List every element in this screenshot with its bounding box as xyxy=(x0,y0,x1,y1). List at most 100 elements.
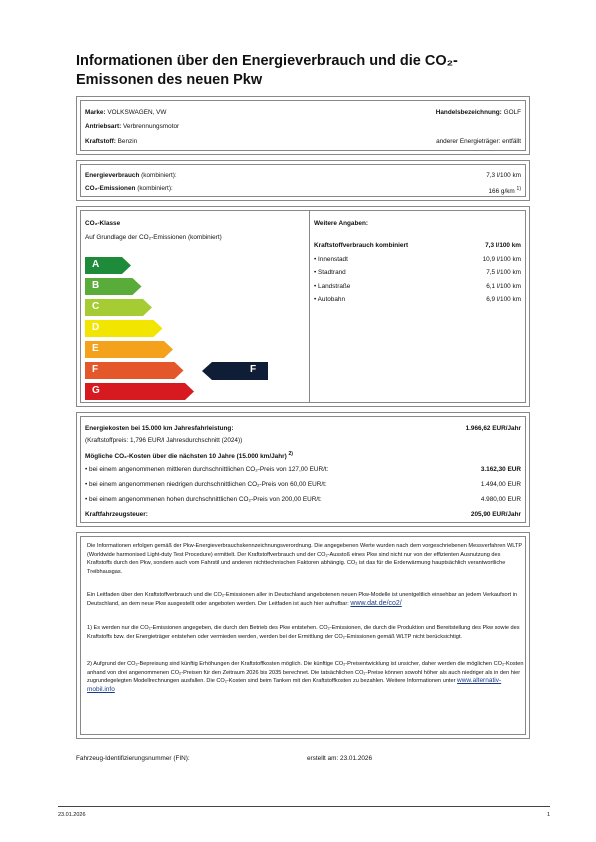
consumption-inner: Energieverbrauch (kombiniert): 7,3 l/100… xyxy=(80,164,526,197)
city-value: 10,9 l/100 km xyxy=(482,256,521,263)
efficiency-bar-e: E xyxy=(85,341,173,358)
highway-value: 6,9 l/100 km xyxy=(486,296,521,303)
dat-link[interactable]: www.dat.de/co2/ xyxy=(350,599,402,607)
co2-emissions-value: 166 g/km xyxy=(488,188,515,196)
co2-costs-low-value: 1.494,00 EUR xyxy=(480,481,521,488)
notes-paragraph-2-text: Ein Leitfaden über den Kraftstoffverbrau… xyxy=(87,592,517,607)
efficiency-bar-shape xyxy=(85,299,152,316)
consumption-box: Energieverbrauch (kombiniert): 7,3 l/100… xyxy=(76,160,530,201)
energy-consumption-value: 7,3 l/100 km xyxy=(486,172,521,179)
energy-consumption-suffix: (kombiniert): xyxy=(141,172,177,179)
co2-costs-mid-value: 3.162,30 EUR xyxy=(480,466,521,473)
efficiency-bar-c: C xyxy=(85,299,152,316)
co2-footnote-ref: 1) xyxy=(516,186,521,192)
co2-emissions-suffix: (kombiniert): xyxy=(137,185,173,192)
co2-costs-label: Mögliche CO₂-Kosten über die nächsten 10… xyxy=(85,453,287,461)
trade-name-label: Handelsbezeichnung: xyxy=(435,109,502,116)
energy-consumption-row: Energieverbrauch (kombiniert): xyxy=(85,172,177,180)
brand-row: Marke: VOLKSWAGEN, VW xyxy=(85,109,166,117)
co2-emissions-label: CO₂-Emissionen xyxy=(85,185,136,192)
energy-costs-value: 1.966,62 EUR/Jahr xyxy=(465,425,521,432)
efficiency-bar-shape xyxy=(85,278,142,295)
fuel-label: Kraftstoff: xyxy=(85,138,116,145)
co2-costs-low-label: • bei einem angenommenen niedrigen durch… xyxy=(85,481,327,488)
other-energy-row: anderer Energieträger: entfällt xyxy=(436,138,521,146)
page-title: Informationen über den Energieverbrauch … xyxy=(76,53,458,88)
trade-name-value: GOLF xyxy=(503,109,521,116)
current-class-arrow xyxy=(202,361,268,380)
highway-label: • Autobahn xyxy=(314,296,346,303)
rural-value: 6,1 l/100 km xyxy=(486,283,521,290)
efficiency-bar-letter: F xyxy=(92,364,99,375)
brand-label: Marke: xyxy=(85,109,106,116)
drive-value: Verbrennungsmotor xyxy=(123,123,180,130)
efficiency-bar-letter: E xyxy=(92,343,99,354)
combined-consumption-label: Kraftstoffverbrauch kombiniert xyxy=(314,242,409,249)
costs-box: Energiekosten bei 15.000 km Jahresfahrle… xyxy=(76,412,530,527)
co2-class-heading: CO₂-Klasse xyxy=(85,220,121,227)
footer-date: 23.01.2026 xyxy=(58,812,86,818)
current-class-letter: F xyxy=(250,363,257,375)
notes-inner: Die Informationen erfolgen gemäß der Pkw… xyxy=(80,536,526,735)
footer-rule xyxy=(58,806,550,807)
efficiency-bar-a: A xyxy=(85,257,131,274)
efficiency-bar-shape xyxy=(85,362,184,379)
vehicle-info-inner: Marke: VOLKSWAGEN, VW Handelsbezeichnung… xyxy=(80,100,526,151)
efficiency-bar-letter: D xyxy=(92,322,100,333)
fuel-value: Benzin xyxy=(117,138,138,145)
notes-paragraph-4-text: 2) Aufgrund der CO₂-Bepreisung sind künf… xyxy=(87,661,524,685)
co2-class-box: CO₂-Klasse Auf Grundlage der CO₂-Emissio… xyxy=(76,206,530,407)
suburban-value: 7,5 l/100 km xyxy=(486,269,521,276)
co2-emissions-row: CO₂-Emissionen (kombiniert): xyxy=(85,185,173,193)
current-class-indicator: F xyxy=(202,361,268,380)
efficiency-bar-letter: C xyxy=(92,301,100,312)
other-energy-label: anderer Energieträger: xyxy=(436,138,501,145)
drive-label: Antriebsart: xyxy=(85,123,122,130)
box-divider xyxy=(309,211,310,402)
co2-emissions-value-row: 166 g/km 1) xyxy=(488,185,521,196)
notes-box: Die Informationen erfolgen gemäß der Pkw… xyxy=(76,532,530,739)
further-info-heading: Weitere Angaben: xyxy=(314,220,368,227)
suburban-label: • Stadtrand xyxy=(314,269,346,276)
vehicle-tax-label: Kraftfahrzeugsteuer: xyxy=(85,511,148,518)
created-value: 23.01.2026 xyxy=(340,755,373,762)
combined-consumption-value: 7,3 l/100 km xyxy=(485,242,521,249)
efficiency-bar-shape xyxy=(85,257,131,274)
co2-costs-footnote-ref: 2) xyxy=(288,451,293,457)
costs-inner: Energiekosten bei 15.000 km Jahresfahrle… xyxy=(80,416,526,523)
vehicle-info-box: Marke: VOLKSWAGEN, VW Handelsbezeichnung… xyxy=(76,96,530,155)
efficiency-bar-shape xyxy=(85,383,194,400)
notes-paragraph-1: Die Informationen erfolgen gemäß der Pkw… xyxy=(87,543,523,575)
notes-paragraph-4: 2) Aufgrund der CO₂-Bepreisung sind künf… xyxy=(87,660,525,694)
energy-costs-label: Energiekosten bei 15.000 km Jahresfahrle… xyxy=(85,425,234,432)
fin-label: Fahrzeug-Identifizierungsnummer (FIN): xyxy=(76,755,190,762)
efficiency-bar-d: D xyxy=(85,320,163,337)
fuel-row: Kraftstoff: Benzin xyxy=(85,138,137,146)
co2-costs-row: Mögliche CO₂-Kosten über die nächsten 10… xyxy=(85,450,293,461)
efficiency-bar-shape xyxy=(85,341,173,358)
fuel-price-info: (Kraftstoffpreis: 1,796 EUR/l Jahresdurc… xyxy=(85,437,243,444)
efficiency-bar-shape xyxy=(85,320,163,337)
city-label: • Innenstadt xyxy=(314,256,348,263)
alternativ-mobil-link[interactable]: www.alternativ-mobil.info xyxy=(87,677,502,693)
efficiency-bar-letter: A xyxy=(92,259,100,270)
trade-name-row: Handelsbezeichnung: GOLF xyxy=(436,109,521,117)
efficiency-bar-g: G xyxy=(85,383,194,400)
brand-value: VOLKSWAGEN, VW xyxy=(107,109,167,116)
efficiency-bar-letter: G xyxy=(92,385,100,396)
efficiency-bar-letter: B xyxy=(92,280,100,291)
rural-label: • Landstraße xyxy=(314,283,351,290)
other-energy-value: entfällt xyxy=(502,138,521,145)
efficiency-bar-f: F xyxy=(85,362,184,379)
co2-costs-high-value: 4.980,00 EUR xyxy=(480,496,521,503)
energy-consumption-label: Energieverbrauch xyxy=(85,172,140,179)
co2-class-basis: Auf Grundlage der CO₂-Emissionen (kombin… xyxy=(85,234,222,241)
co2-costs-mid-label: • bei einem angenommenen mittleren durch… xyxy=(85,466,329,473)
created-label: erstellt am: xyxy=(307,755,339,762)
drive-row: Antriebsart: Verbrennungsmotor xyxy=(85,123,179,131)
notes-paragraph-2: Ein Leitfaden über den Kraftstoffverbrau… xyxy=(87,591,525,608)
co2-costs-high-label: • bei einem angenommenen hohen durchschn… xyxy=(85,496,322,503)
notes-paragraph-3: 1) Es werden nur die CO₂-Emissionen ange… xyxy=(87,625,520,640)
vehicle-tax-value: 205,90 EUR/Jahr xyxy=(470,511,521,518)
page-number: 1 xyxy=(546,812,550,818)
